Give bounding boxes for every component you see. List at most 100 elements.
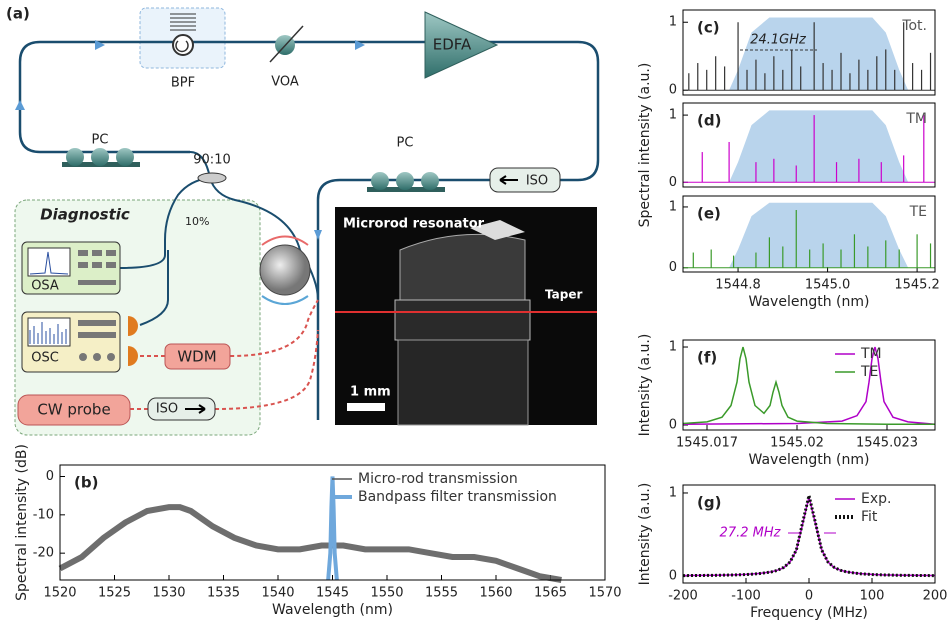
bpf-label: BPF <box>171 76 195 91</box>
grating <box>170 13 196 31</box>
y-axis-label: Intensity (a.u.) <box>637 483 653 586</box>
x-tick-label: 1570 <box>588 586 621 601</box>
scale-label: 1 mm <box>350 385 391 400</box>
annotation: 27.2 MHz <box>720 526 782 541</box>
x-axis-label: Wavelength (nm) <box>272 602 393 618</box>
bpf-icon <box>175 40 189 53</box>
y-tick-label: 0 <box>669 418 677 433</box>
plot-frame <box>682 484 936 584</box>
plot-frame <box>682 195 936 273</box>
buttons <box>78 250 116 361</box>
series-label: TM <box>905 111 927 127</box>
panel-label: (b) <box>74 474 98 492</box>
legend-label: Fit <box>861 509 878 525</box>
iso-loop <box>489 167 561 193</box>
y-tick-label: 1 <box>669 15 677 30</box>
coupler <box>197 172 227 184</box>
x-tick-label: 1530 <box>152 586 185 601</box>
legend-label: Exp. <box>861 491 891 507</box>
edfa-label: EDFA <box>433 36 472 54</box>
annotation: 24.1GHz <box>750 33 807 48</box>
voa-arrow <box>269 25 304 63</box>
coupler-label: 90:10 <box>193 153 230 168</box>
osa-trace <box>29 251 69 275</box>
x-tick-label: 1545.017 <box>676 436 738 451</box>
ccw-arrow <box>261 295 309 305</box>
iso-arrow <box>185 404 206 414</box>
panel-label: (c) <box>697 19 720 37</box>
x-tick-label: 0 <box>805 589 813 604</box>
wdm-label: WDM <box>177 348 216 366</box>
y-tick-label: -10 <box>33 507 54 522</box>
legend-label: Bandpass filter transmission <box>358 489 557 505</box>
plot-frame <box>59 464 606 581</box>
scale-bar <box>347 403 385 411</box>
series-label: Tot. <box>901 18 927 34</box>
cw-probe <box>17 394 131 426</box>
x-tick-label: 1545.02 <box>770 436 824 451</box>
panel-label: (f) <box>697 349 717 367</box>
wdm <box>164 343 231 370</box>
taper-label: Taper <box>545 288 582 302</box>
x-tick-label: 1550 <box>370 586 403 601</box>
fiber-tap <box>119 177 211 269</box>
plot-frame <box>682 339 936 431</box>
y-tick-label: 1 <box>669 199 677 214</box>
setup-diagram: (a) BPF VOA EDFA PC PC 90:10 ISO Diagnos… <box>6 5 600 436</box>
edfa <box>424 11 499 79</box>
osc-trace <box>29 322 67 344</box>
y-axis-label: Intensity (a.u.) <box>637 334 653 437</box>
x-tick-label: 200 <box>923 589 948 604</box>
panel-label: (e) <box>697 205 721 223</box>
series-line <box>682 346 936 425</box>
y-tick-label: 0 <box>669 569 677 584</box>
series-line <box>326 476 339 581</box>
filter-area <box>729 202 909 268</box>
osc-screen <box>27 317 71 347</box>
detector <box>128 346 138 366</box>
pc-left <box>62 148 140 167</box>
y-axis-label: Spectral intensity (a.u.) <box>637 63 653 228</box>
fiber-loop <box>18 40 600 420</box>
panel-label: (a) <box>6 5 30 23</box>
panel-label: (g) <box>697 494 721 512</box>
legend-label: TE <box>860 364 878 380</box>
fiber-osc <box>139 250 169 326</box>
y-tick-label: 0 <box>46 469 54 484</box>
microrod <box>394 220 531 426</box>
series-label: TE <box>909 204 927 220</box>
resonator <box>259 244 311 296</box>
detector <box>128 316 138 336</box>
x-tick-label: 1545 <box>316 586 349 601</box>
plot-frame <box>682 102 936 188</box>
y-axis-label: Spectral intensity (dB) <box>14 444 30 601</box>
x-tick-label: -100 <box>731 589 761 604</box>
tap-label: 10% <box>185 215 209 228</box>
iso-label: ISO <box>526 174 548 189</box>
osa-label: OSA <box>31 279 59 294</box>
pc-right <box>367 172 445 192</box>
x-tick-label: 1535 <box>207 586 240 601</box>
y-tick-label: 1 <box>669 340 677 355</box>
y-tick-label: 0 <box>669 175 677 190</box>
x-tick-label: -200 <box>668 589 698 604</box>
osc-label: OSC <box>31 351 59 366</box>
diagnostic-label: Diagnostic <box>40 206 130 224</box>
probe-in <box>214 329 319 410</box>
panel-label: (d) <box>697 112 721 130</box>
x-tick-label: 1565 <box>534 586 567 601</box>
iso-arrow <box>499 175 518 185</box>
plot-frame <box>682 9 936 96</box>
x-tick-label: 100 <box>860 589 885 604</box>
y-tick-label: -20 <box>33 546 54 561</box>
series-line <box>682 346 935 425</box>
x-axis-label: Wavelength (nm) <box>749 452 870 468</box>
probe-return <box>229 299 319 357</box>
photo-title: Microrod resonator <box>343 217 485 232</box>
legend-label: Micro-rod transmission <box>358 471 518 487</box>
cw-probe-label: CW probe <box>37 401 110 419</box>
legend-label: TM <box>860 346 882 362</box>
y-tick-label: 1 <box>669 108 677 123</box>
x-axis-label: Wavelength (nm) <box>749 294 870 310</box>
